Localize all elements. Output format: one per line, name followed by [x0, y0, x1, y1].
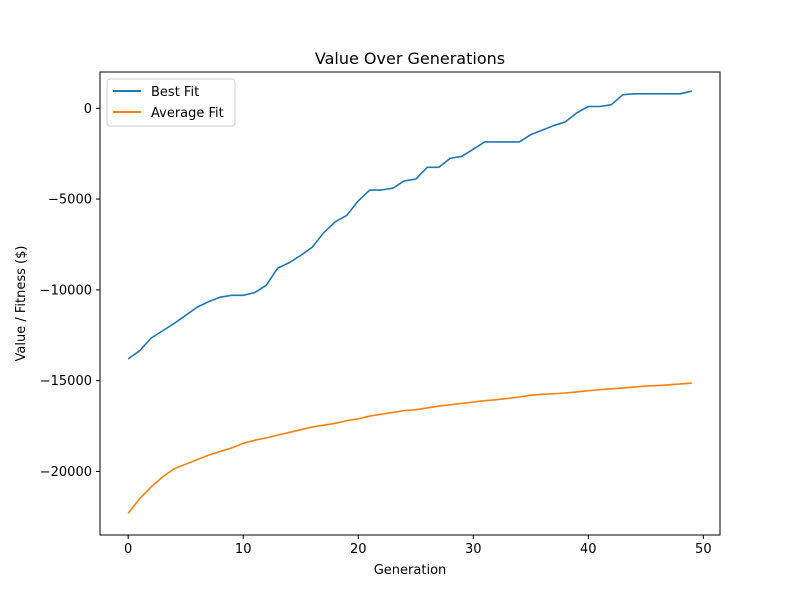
legend-label-best-fit: Best Fit	[151, 85, 199, 100]
x-axis-ticks: 0 10 20 30 40 50	[124, 535, 712, 557]
x-tick-label: 50	[695, 542, 712, 557]
chart-title: Value Over Generations	[315, 49, 505, 68]
y-tick-label: 0	[84, 102, 92, 117]
legend-label-average-fit: Average Fit	[151, 106, 224, 121]
series-group	[127, 90, 693, 514]
y-tick-label: −10000	[40, 283, 92, 298]
x-tick-label: 10	[235, 542, 252, 557]
series-line-best-fit	[127, 90, 693, 360]
x-tick-label: 40	[580, 542, 597, 557]
y-tick-label: −15000	[40, 374, 92, 389]
x-tick-label: 20	[350, 542, 367, 557]
series-line-average-fit	[127, 382, 692, 514]
y-axis-label: Value / Fitness ($)	[14, 246, 29, 362]
y-axis-ticks: 0 −5000 −10000 −15000 −20000	[40, 102, 100, 480]
y-tick-label: −5000	[48, 193, 92, 208]
legend: Best Fit Average Fit	[106, 78, 236, 127]
x-tick-label: 30	[465, 542, 482, 557]
x-axis-label: Generation	[374, 563, 447, 578]
plot-frame	[99, 71, 721, 536]
y-tick-label: −20000	[40, 465, 92, 480]
x-tick-label: 0	[124, 542, 132, 557]
